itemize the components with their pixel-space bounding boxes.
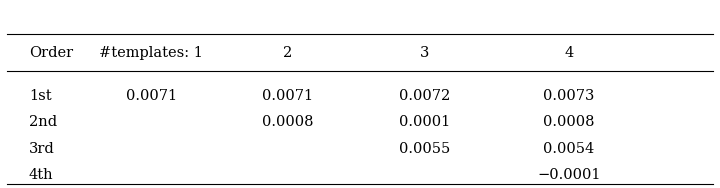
Text: 4th: 4th [29, 168, 53, 182]
Text: 0.0071: 0.0071 [262, 89, 314, 103]
Text: 0.0073: 0.0073 [543, 89, 595, 103]
Text: 2: 2 [284, 46, 292, 60]
Text: 0.0008: 0.0008 [543, 115, 595, 129]
Text: 0.0072: 0.0072 [399, 89, 451, 103]
Text: 0.0071: 0.0071 [125, 89, 177, 103]
Text: 3rd: 3rd [29, 142, 55, 155]
Text: 0.0008: 0.0008 [262, 115, 314, 129]
Text: 0.0001: 0.0001 [399, 115, 451, 129]
Text: 2nd: 2nd [29, 115, 57, 129]
Text: 0.0055: 0.0055 [399, 142, 451, 155]
Text: 0.0054: 0.0054 [543, 142, 595, 155]
Text: −0.0001: −0.0001 [537, 168, 600, 182]
Text: #templates: 1: #templates: 1 [99, 46, 203, 60]
Text: Order: Order [29, 46, 73, 60]
Text: 1st: 1st [29, 89, 51, 103]
Text: 4: 4 [564, 46, 573, 60]
Text: 3: 3 [420, 46, 430, 60]
